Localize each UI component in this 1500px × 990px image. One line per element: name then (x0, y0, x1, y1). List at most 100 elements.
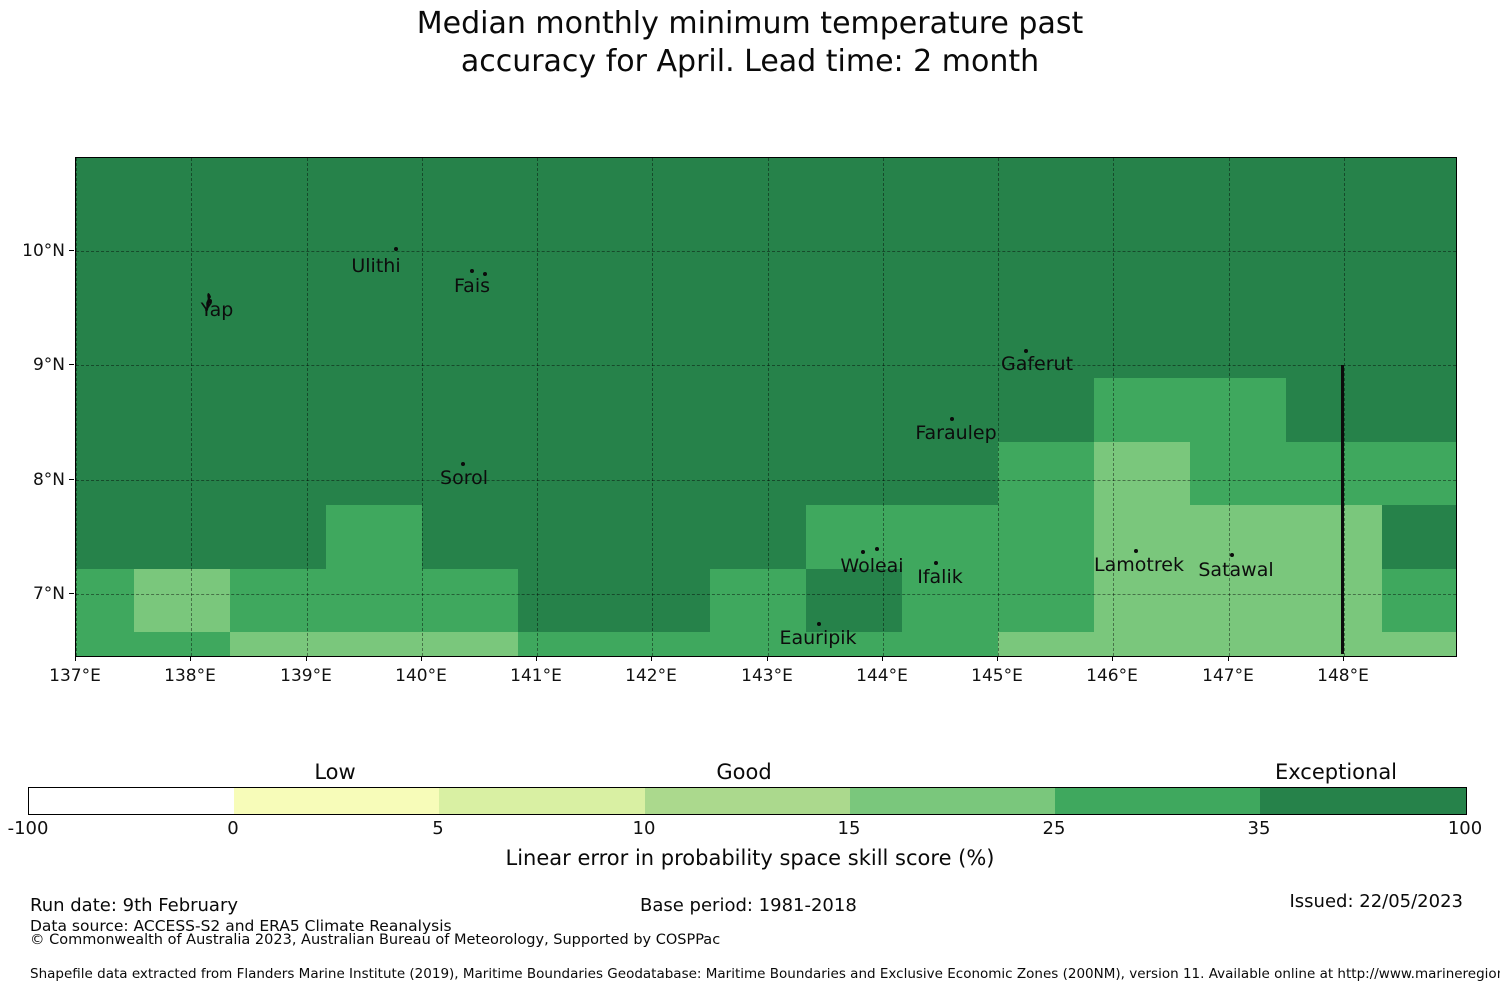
map-cell (1190, 315, 1286, 378)
map-cell (134, 189, 230, 252)
map-cell (1094, 442, 1190, 505)
map-cell (422, 569, 518, 632)
chart-title-line1: Median monthly minimum temperature past (416, 6, 1084, 41)
island-label-ulithi: Ulithi (351, 255, 401, 277)
colorbar-zone-low: Low (314, 760, 356, 784)
gridline-vertical (1229, 158, 1230, 656)
map-cell (76, 505, 134, 569)
map-cell (614, 569, 710, 632)
map-cell (134, 442, 230, 505)
x-axis-tick-label: 144°E (856, 666, 908, 686)
map-cell (710, 632, 806, 656)
map-cell (614, 632, 710, 656)
map-cell (1094, 632, 1190, 656)
map-cell (806, 442, 902, 505)
map-cell (902, 189, 998, 252)
x-axis-tick-mark (882, 656, 883, 661)
map-cell (1382, 189, 1456, 252)
map-cell (1286, 315, 1382, 378)
gridline-vertical (76, 158, 77, 656)
map-cell (710, 505, 806, 569)
map-cell (518, 632, 614, 656)
map-cell (230, 158, 326, 189)
colorbar-segment (439, 788, 645, 814)
island-marker-dot (483, 272, 487, 276)
gridline-vertical (422, 158, 423, 656)
map-cell (518, 442, 614, 505)
x-axis-tick-mark (651, 656, 652, 661)
gridline-vertical (537, 158, 538, 656)
map-cell (134, 632, 230, 656)
map-cell (806, 252, 902, 315)
chart-title-line2: accuracy for April. Lead time: 2 month (460, 44, 1040, 79)
gridline-horizontal (76, 251, 1456, 252)
x-axis-tick-mark (1228, 656, 1229, 661)
map-cell (614, 158, 710, 189)
map-cell (422, 189, 518, 252)
map-cell (1094, 569, 1190, 632)
gridline-vertical (1113, 158, 1114, 656)
colorbar-tick-label: 35 (1247, 818, 1271, 839)
map-cell (806, 569, 902, 632)
colorbar-segment (1260, 788, 1466, 814)
map-cell (614, 189, 710, 252)
map-cell (1190, 505, 1286, 569)
map-cell (1382, 632, 1456, 656)
map-cell (76, 315, 134, 378)
x-axis-tick-label: 138°E (164, 666, 216, 686)
colorbar-segment (1055, 788, 1260, 814)
map-cell (998, 569, 1094, 632)
x-axis-tick-label: 139°E (280, 666, 332, 686)
colorbar-tick-label: 25 (1042, 818, 1066, 839)
colorbar-axis-label: Linear error in probability space skill … (505, 846, 995, 870)
map-cell (134, 252, 230, 315)
x-axis-tick-label: 148°E (1317, 666, 1369, 686)
yap-island-shape (201, 292, 214, 314)
island-marker-dot (934, 561, 938, 565)
map-cell (326, 378, 422, 442)
y-axis-tick-mark (69, 250, 74, 251)
map-cell (230, 505, 326, 569)
map-cell (326, 158, 422, 189)
map-cell (1286, 189, 1382, 252)
map-cell (134, 505, 230, 569)
island-marker-dot (861, 550, 865, 554)
map-cell (1286, 378, 1382, 442)
colorbar-tick-label: 5 (432, 818, 444, 839)
island-label-gaferut: Gaferut (1000, 353, 1074, 375)
map-cell (806, 378, 902, 442)
x-axis-tick-label: 140°E (395, 666, 447, 686)
gridline-vertical (191, 158, 192, 656)
gridline-horizontal (76, 594, 1456, 595)
x-axis-tick-label: 145°E (971, 666, 1023, 686)
y-axis-tick-mark (69, 593, 74, 594)
map-cell (1094, 315, 1190, 378)
island-marker-dot (1230, 553, 1234, 557)
map-cell (518, 505, 614, 569)
map-cell (1190, 632, 1286, 656)
copyright-text: © Commonwealth of Australia 2023, Austra… (30, 932, 721, 948)
gridline-vertical (307, 158, 308, 656)
map-cell (134, 315, 230, 378)
map-cell (422, 632, 518, 656)
map-cell (1382, 378, 1456, 442)
x-axis-tick-label: 137°E (49, 666, 101, 686)
map-cell (518, 189, 614, 252)
map-cell (710, 378, 806, 442)
map-cell (1190, 378, 1286, 442)
map-cell (76, 189, 134, 252)
map-cell (230, 315, 326, 378)
colorbar-tick-label: 0 (227, 818, 239, 839)
map-cell (806, 632, 902, 656)
x-axis-tick-label: 142°E (625, 666, 677, 686)
island-label-woleai: Woleai (840, 555, 904, 577)
colorbar-segment (234, 788, 439, 814)
island-marker-dot (950, 417, 954, 421)
colorbar-zone-exceptional: Exceptional (1274, 760, 1398, 784)
gridline-vertical (883, 158, 884, 656)
map-cell (614, 442, 710, 505)
issued-text: Issued: 22/05/2023 (1289, 891, 1463, 912)
x-axis-tick-label: 141°E (510, 666, 562, 686)
island-label-sorol: Sorol (440, 467, 488, 489)
map-cell (902, 569, 998, 632)
